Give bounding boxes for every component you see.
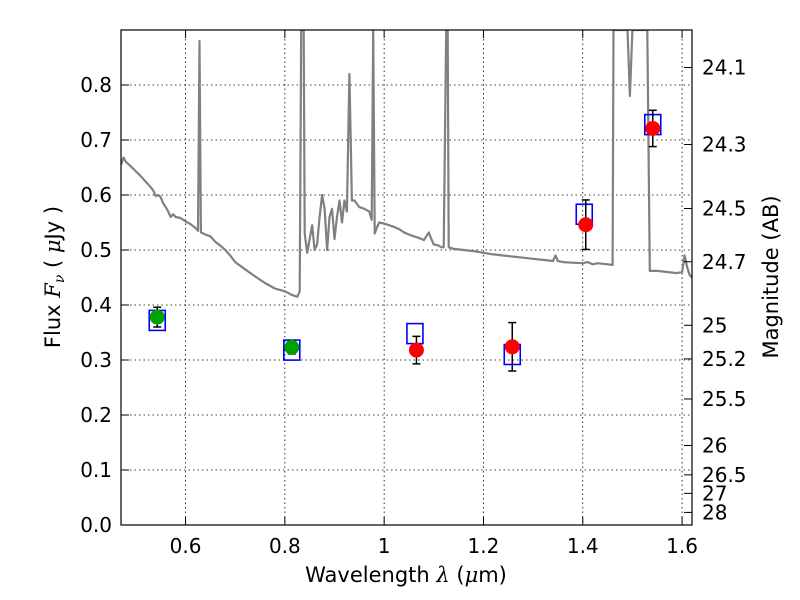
y2-tick-label: 24.5 xyxy=(702,197,747,221)
y2-tick-label: 26.5 xyxy=(702,463,747,487)
optical-data-point xyxy=(149,309,165,325)
nir-data-point xyxy=(645,120,661,136)
y2-tick-label: 25.5 xyxy=(702,387,747,411)
axis-ticks: 0.6 0.8 1 1.2 1.4 1.6 0.0 0.1 0.2 0.3 0.4 0.5 0.6 0.7… xyxy=(80,30,747,558)
y-tick-label: 0.8 xyxy=(80,73,112,97)
optical-data-point xyxy=(284,339,300,355)
nir-data-point xyxy=(578,217,594,233)
model-spectrum-line xyxy=(121,30,692,298)
y2-tick-label: 25.2 xyxy=(702,347,747,371)
y2-tick-label: 24.7 xyxy=(702,250,747,274)
x-tick-label: 1.4 xyxy=(567,534,599,558)
y-tick-label: 0.3 xyxy=(80,348,112,372)
x-tick-label: 1 xyxy=(378,534,391,558)
x-tick-label: 0.6 xyxy=(170,534,202,558)
x-axis-title: Wavelength λ (μm) xyxy=(305,563,507,587)
plot-frame xyxy=(120,29,693,526)
y2-tick-label: 24.1 xyxy=(702,56,747,80)
y2-tick-label: 26 xyxy=(702,434,727,458)
y-axis-title: Flux Fν ( μJy ) xyxy=(41,206,68,348)
y-tick-label: 0.4 xyxy=(80,293,112,317)
nir-data-point xyxy=(504,339,520,355)
y2-tick-label: 27 xyxy=(702,481,727,505)
y-tick-label: 0.1 xyxy=(80,458,112,482)
y-tick-label: 0.0 xyxy=(80,513,112,537)
x-tick-label: 1.2 xyxy=(468,534,500,558)
y2-axis-title: Magnitude (AB) xyxy=(759,195,783,358)
x-tick-label: 0.8 xyxy=(269,534,301,558)
y-tick-label: 0.6 xyxy=(80,183,112,207)
y-tick-label: 0.2 xyxy=(80,403,112,427)
y2-tick-label: 28 xyxy=(702,500,727,524)
y-tick-label: 0.7 xyxy=(80,128,112,152)
x-tick-label: 1.6 xyxy=(666,534,698,558)
y-tick-label: 0.5 xyxy=(80,238,112,262)
y2-tick-label: 25 xyxy=(702,313,727,337)
nir-data-point xyxy=(408,342,424,358)
y2-tick-label: 24.3 xyxy=(702,132,747,156)
plot-area xyxy=(121,30,692,372)
